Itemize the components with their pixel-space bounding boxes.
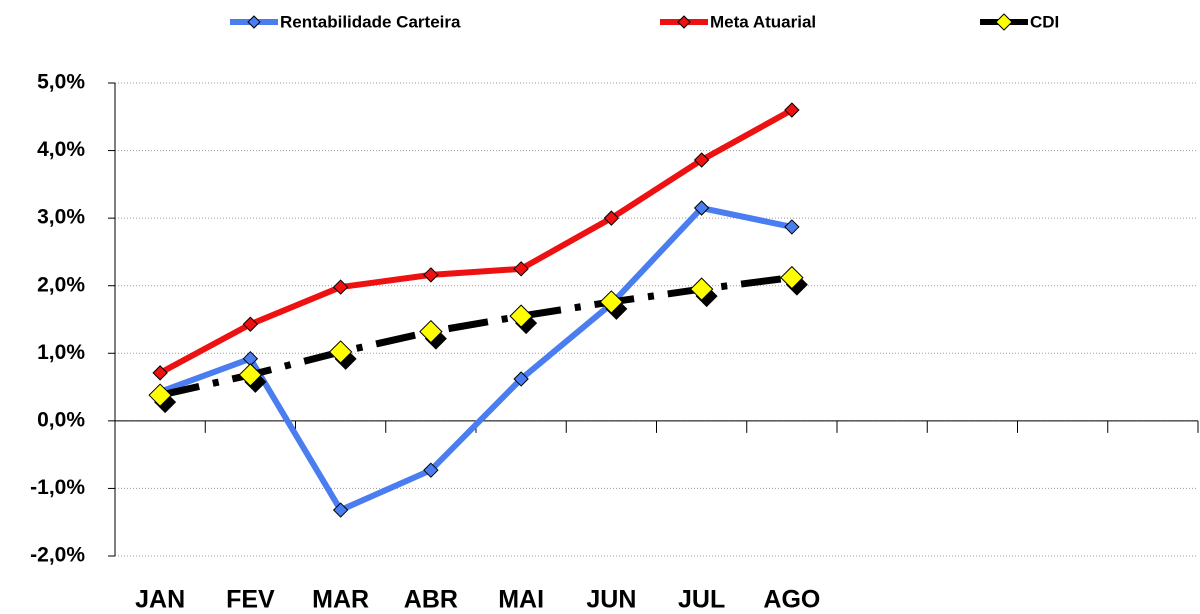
marker <box>513 261 529 277</box>
series-line <box>159 205 793 514</box>
series-line <box>159 274 793 399</box>
x-tick-label: JUL <box>678 586 725 614</box>
marker <box>509 304 533 328</box>
marker <box>332 502 349 518</box>
legend-marker <box>247 15 261 29</box>
marker <box>784 219 800 235</box>
y-tick-label: 5,0% <box>37 71 85 94</box>
marker <box>599 290 624 314</box>
marker <box>419 319 443 344</box>
y-tick-label: 3,0% <box>37 206 85 229</box>
marker <box>242 316 259 332</box>
legend-marker <box>677 15 691 29</box>
y-tick-label: 1,0% <box>37 341 85 364</box>
marker <box>238 363 263 387</box>
legend-label: Meta Atuarial <box>710 12 816 31</box>
x-tick-label: AGO <box>763 586 820 614</box>
marker <box>513 371 529 387</box>
y-tick-label: 2,0% <box>37 273 85 296</box>
x-tick-label: ABR <box>404 586 458 614</box>
x-tick-label: FEV <box>226 586 275 614</box>
marker <box>148 383 172 407</box>
x-tick-label: JUN <box>586 586 636 614</box>
y-tick-label: 0,0% <box>37 408 85 431</box>
y-tick-label: -1,0% <box>30 476 85 499</box>
marker <box>332 279 349 295</box>
y-tick-label: -2,0% <box>30 544 85 567</box>
x-tick-label: JAN <box>135 586 185 614</box>
legend-label: CDI <box>1030 12 1059 31</box>
y-tick-label: 4,0% <box>37 138 85 161</box>
legend-label: Rentabilidade Carteira <box>280 12 461 31</box>
marker <box>152 365 168 381</box>
marker <box>780 265 804 290</box>
marker <box>328 340 353 364</box>
series-line <box>158 107 794 376</box>
marker <box>603 210 620 226</box>
marker <box>423 267 439 283</box>
legend-marker <box>995 13 1013 31</box>
marker <box>693 152 710 168</box>
x-tick-label: MAR <box>312 586 369 614</box>
marker <box>423 462 439 478</box>
marker <box>693 200 710 216</box>
x-tick-label: MAI <box>498 586 544 614</box>
marker <box>689 277 714 301</box>
marker <box>784 102 800 118</box>
